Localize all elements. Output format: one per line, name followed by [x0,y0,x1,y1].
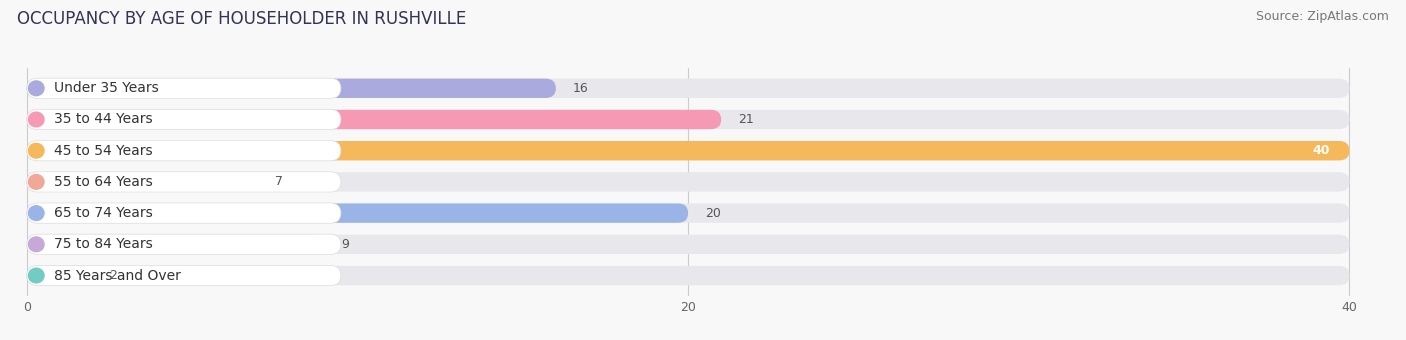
FancyBboxPatch shape [27,203,688,223]
Circle shape [28,112,44,127]
Circle shape [28,237,44,252]
FancyBboxPatch shape [27,265,340,286]
FancyBboxPatch shape [27,110,721,129]
FancyBboxPatch shape [27,109,340,130]
FancyBboxPatch shape [27,172,340,192]
FancyBboxPatch shape [27,266,1350,285]
Text: 7: 7 [274,175,283,188]
FancyBboxPatch shape [27,203,1350,223]
Circle shape [28,174,44,189]
FancyBboxPatch shape [27,141,1350,160]
FancyBboxPatch shape [27,234,340,254]
Text: 75 to 84 Years: 75 to 84 Years [53,237,153,251]
FancyBboxPatch shape [27,235,1350,254]
Text: 85 Years and Over: 85 Years and Over [53,269,181,283]
Text: 20: 20 [704,207,720,220]
Text: 45 to 54 Years: 45 to 54 Years [53,144,153,158]
Circle shape [28,268,44,283]
Text: Under 35 Years: Under 35 Years [53,81,159,95]
FancyBboxPatch shape [27,110,1350,129]
FancyBboxPatch shape [27,79,555,98]
Circle shape [28,206,44,220]
Text: 55 to 64 Years: 55 to 64 Years [53,175,153,189]
FancyBboxPatch shape [27,78,340,99]
Text: 35 to 44 Years: 35 to 44 Years [53,113,153,126]
Text: 16: 16 [572,82,588,95]
FancyBboxPatch shape [27,172,259,191]
Circle shape [28,143,44,158]
Text: OCCUPANCY BY AGE OF HOUSEHOLDER IN RUSHVILLE: OCCUPANCY BY AGE OF HOUSEHOLDER IN RUSHV… [17,10,467,28]
Circle shape [28,81,44,96]
Text: 21: 21 [738,113,754,126]
Text: 9: 9 [340,238,349,251]
FancyBboxPatch shape [27,266,93,285]
FancyBboxPatch shape [27,172,1350,191]
Text: 40: 40 [1312,144,1330,157]
FancyBboxPatch shape [27,79,1350,98]
FancyBboxPatch shape [27,140,340,161]
Text: 65 to 74 Years: 65 to 74 Years [53,206,153,220]
Text: 2: 2 [110,269,117,282]
FancyBboxPatch shape [27,141,1350,160]
Text: Source: ZipAtlas.com: Source: ZipAtlas.com [1256,10,1389,23]
FancyBboxPatch shape [27,235,325,254]
FancyBboxPatch shape [27,203,340,223]
